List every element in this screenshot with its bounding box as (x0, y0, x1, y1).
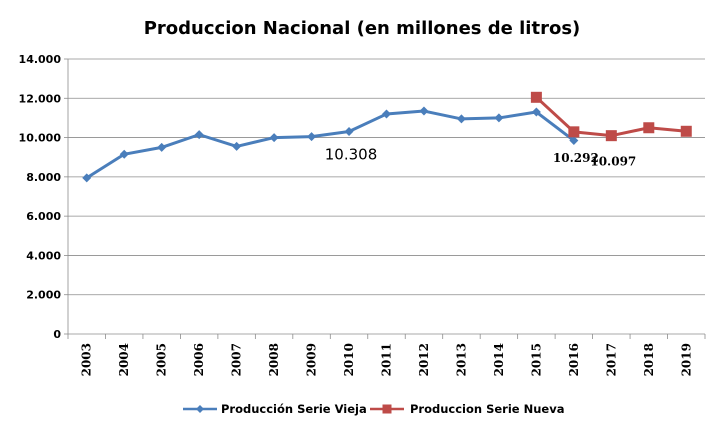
x-tick-label: 2015 (529, 343, 543, 376)
axes: 0 2.000 4.000 6.000 8.000 10.000 12.000 14.000 2… (19, 53, 706, 376)
data-point-diamond (232, 141, 242, 151)
data-point-diamond (382, 109, 391, 119)
x-tick-label: 2006 (192, 343, 206, 376)
data-point-diamond (157, 142, 167, 152)
x-tick-label: 2017 (604, 343, 618, 376)
x-tick-label: 2012 (417, 343, 431, 376)
y-tick-label: 4.000 (26, 249, 61, 262)
gridlines (68, 58, 705, 296)
x-tick-label: 2010 (342, 343, 356, 376)
x-tick-label: 2016 (567, 343, 581, 376)
data-label: 10.292 (553, 151, 599, 165)
legend-label-1: Producción Serie Vieja (221, 402, 367, 416)
series-line-1 (85, 109, 575, 180)
chart-title: Produccion Nacional (en millones de litr… (144, 18, 581, 39)
x-tick-label: 2018 (642, 343, 656, 376)
data-point-diamond (194, 130, 204, 140)
x-tick-label: 2008 (267, 343, 281, 376)
x-tick-label: 2003 (80, 343, 94, 376)
legend-marker-diamond (196, 405, 204, 413)
x-tick-label: 2007 (230, 343, 244, 376)
x-tick-label: 2011 (380, 343, 394, 376)
x-tick-label: 2014 (492, 343, 506, 376)
data-point-diamond (419, 106, 429, 116)
series-layer (82, 91, 692, 183)
data-point-square (530, 91, 542, 103)
data-point-square (680, 125, 692, 137)
legend-label-2: Produccion Serie Nueva (410, 402, 564, 416)
x-tick-label: 2005 (155, 343, 169, 376)
legend: Producción Serie Vieja Produccion Serie N… (183, 402, 564, 416)
y-tick-label: 12.000 (19, 92, 62, 105)
data-point-diamond (569, 136, 579, 146)
data-point-square (568, 126, 580, 138)
y-tick-label: 6.000 (26, 210, 61, 223)
data-point-square (605, 130, 617, 142)
data-point-diamond (344, 127, 354, 137)
data-point-square (643, 122, 655, 134)
y-tick-label: 8.000 (26, 171, 61, 184)
x-tick-label: 2013 (454, 343, 468, 376)
x-tick-label: 2004 (117, 343, 131, 376)
y-tick-label: 14.000 (19, 53, 62, 66)
legend-marker-square (382, 404, 392, 414)
y-tick-label: 2.000 (26, 289, 61, 302)
data-point-diamond (494, 113, 504, 123)
data-point-diamond (456, 114, 466, 124)
data-point-diamond (269, 133, 279, 143)
data-point-diamond (82, 173, 92, 183)
x-tick-label: 2009 (305, 343, 319, 376)
data-label: 10.097 (590, 155, 636, 169)
data-point-diamond (119, 149, 129, 159)
x-tick-label: 2019 (679, 343, 693, 376)
y-tick-label: 10.000 (19, 132, 62, 145)
data-point-diamond (531, 107, 541, 117)
data-label: 10.308 (325, 146, 378, 164)
data-point-diamond (307, 132, 317, 142)
y-tick-label: 0 (53, 328, 61, 341)
